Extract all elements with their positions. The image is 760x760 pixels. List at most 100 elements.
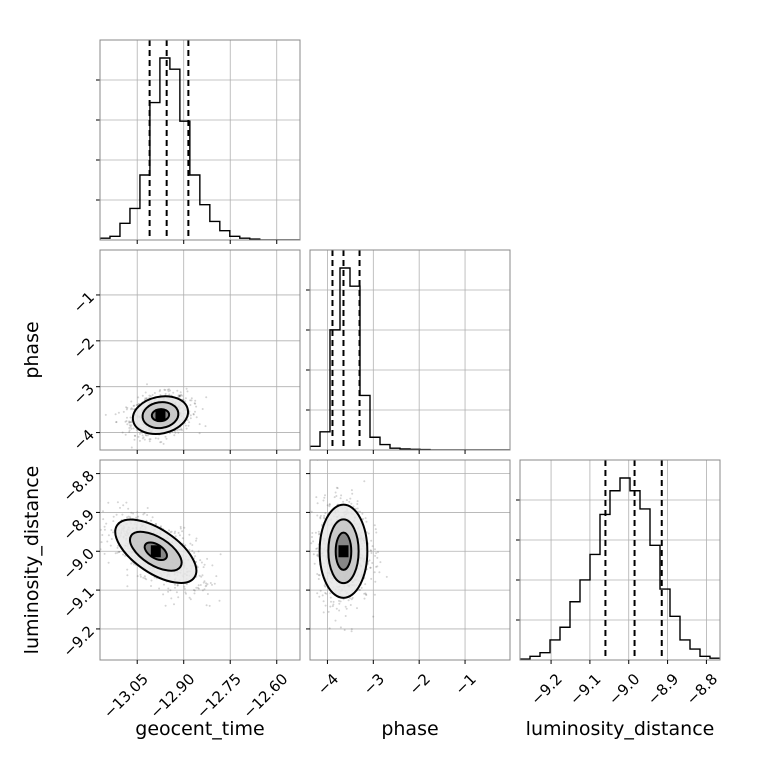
sample-point — [151, 451, 153, 453]
sample-point — [188, 421, 191, 424]
sample-point — [178, 395, 181, 397]
sample-point — [129, 421, 132, 424]
sample-point — [115, 421, 118, 424]
sample-point — [331, 605, 334, 608]
sample-point — [362, 518, 365, 520]
tick-label-x: −4 — [314, 670, 342, 698]
sample-point — [349, 597, 351, 600]
sample-point — [363, 592, 366, 595]
sample-point — [122, 504, 125, 507]
sample-point — [193, 551, 196, 554]
sample-point — [186, 419, 189, 421]
tick-label-x: −12.75 — [193, 670, 245, 722]
sample-point — [116, 501, 119, 504]
sample-point — [103, 525, 106, 528]
sample-point — [198, 432, 201, 435]
sample-point — [371, 562, 374, 564]
sample-point — [168, 529, 170, 532]
sample-point — [194, 399, 197, 402]
sample-point — [364, 592, 367, 595]
tick-label-x: −8.9 — [644, 670, 682, 708]
panel-content — [310, 460, 388, 633]
sample-point — [200, 575, 203, 578]
sample-point — [173, 434, 176, 437]
sample-point — [374, 548, 376, 551]
tick-label-y: −2 — [70, 334, 98, 362]
sample-point — [150, 579, 153, 582]
sample-point — [129, 416, 132, 419]
sample-point — [345, 607, 348, 610]
sample-point — [128, 420, 131, 423]
sample-point — [188, 548, 191, 551]
sample-point — [310, 542, 313, 545]
sample-point — [149, 438, 152, 441]
sample-point — [130, 446, 133, 449]
sample-point — [164, 392, 167, 395]
tick-label-y: −8.8 — [60, 467, 98, 505]
sample-point — [349, 604, 352, 606]
panel-geocent_time-vs-phase — [96, 249, 301, 454]
tick-label-y: −9.1 — [60, 583, 98, 621]
sample-point — [199, 559, 202, 562]
sample-point — [335, 607, 338, 610]
sample-point — [321, 523, 323, 526]
tick-label-x: −8.8 — [683, 670, 721, 708]
sample-point — [159, 441, 162, 444]
axis-label-phase: phase — [21, 321, 43, 378]
sample-point — [343, 629, 346, 631]
sample-point — [158, 390, 161, 393]
sample-point — [177, 596, 180, 599]
sample-point — [159, 389, 162, 391]
sample-point — [201, 574, 204, 577]
sample-point — [137, 396, 140, 399]
sample-point — [203, 563, 206, 566]
axis-label-luminosity_distance: luminosity_distance — [526, 718, 715, 740]
sample-point — [179, 395, 181, 398]
sample-point — [367, 532, 370, 535]
sample-point — [141, 434, 144, 437]
sample-point — [194, 555, 197, 558]
sample-point — [363, 480, 366, 483]
sample-point — [112, 520, 115, 523]
sample-point — [164, 604, 167, 607]
sample-point — [329, 596, 332, 599]
sample-point — [375, 531, 378, 534]
sample-point — [177, 394, 180, 397]
sample-point — [342, 500, 345, 503]
density-peak — [150, 545, 161, 558]
sample-point — [361, 512, 364, 515]
sample-point — [319, 517, 322, 520]
sample-point — [315, 496, 318, 499]
sample-point — [213, 582, 216, 585]
sample-point — [326, 504, 329, 507]
sample-point — [352, 505, 355, 508]
sample-point — [191, 549, 194, 552]
sample-point — [184, 400, 187, 403]
sample-point — [176, 389, 179, 392]
tick-label-y: −8.9 — [60, 506, 98, 544]
sample-point — [173, 603, 175, 606]
sample-point — [122, 553, 125, 556]
sample-point — [313, 562, 316, 565]
sample-point — [311, 536, 313, 538]
sample-point — [100, 541, 103, 544]
sample-point — [379, 561, 382, 564]
sample-point — [144, 577, 146, 580]
sample-point — [325, 592, 328, 595]
sample-point — [146, 507, 149, 509]
sample-point — [181, 429, 184, 432]
sample-point — [339, 626, 342, 629]
sample-point — [328, 503, 331, 506]
sample-point — [373, 571, 376, 574]
sample-point — [116, 546, 119, 549]
sample-point — [181, 394, 183, 397]
sample-point — [328, 627, 331, 630]
sample-point — [363, 597, 366, 600]
tick-label-x: −3 — [360, 670, 388, 698]
sample-point — [351, 596, 354, 599]
sample-point — [128, 421, 131, 424]
sample-point — [317, 530, 320, 533]
sample-point — [146, 434, 149, 437]
sample-point — [350, 630, 353, 633]
